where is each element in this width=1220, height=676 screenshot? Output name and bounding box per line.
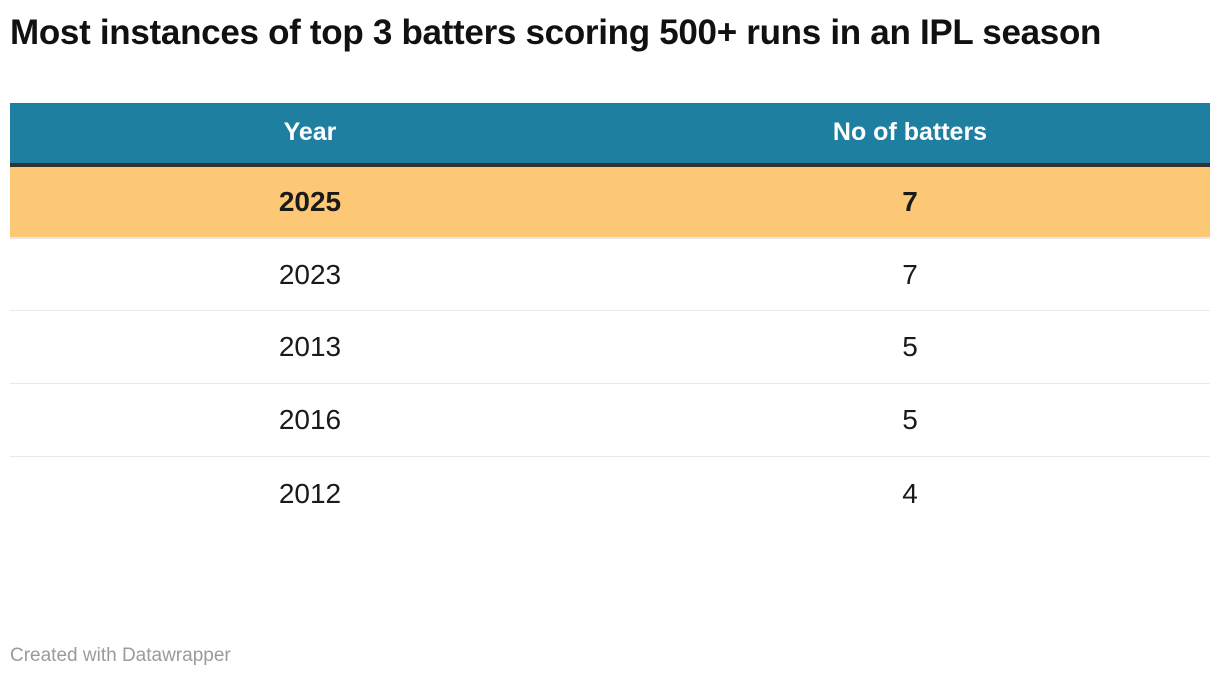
year-cell: 2013 xyxy=(278,331,342,363)
batters-cell: 7 xyxy=(902,185,918,217)
year-cell: 2012 xyxy=(278,477,342,509)
year-cell: 2016 xyxy=(278,404,342,436)
year-cell: 2023 xyxy=(278,258,342,290)
table-row: 2025 7 xyxy=(10,164,1210,238)
chart-title: Most instances of top 3 batters scoring … xyxy=(10,13,1102,52)
column-header-batters: No of batters xyxy=(610,102,1210,167)
table-row: 2016 5 xyxy=(10,383,1210,457)
datawrapper-table-page: Most instances of top 3 batters scoring … xyxy=(0,10,1220,666)
batters-cell: 5 xyxy=(902,404,918,436)
credit-line: Created with Datawrapper xyxy=(10,645,231,666)
table-row: 2023 7 xyxy=(10,237,1210,311)
year-cell: 2025 xyxy=(278,185,342,217)
table-row: 2012 4 xyxy=(10,456,1210,530)
table-head: Year No of batters xyxy=(10,102,1210,167)
column-header-year: Year xyxy=(10,102,610,167)
batters-cell: 5 xyxy=(902,331,918,363)
batters-cell: 4 xyxy=(902,477,918,509)
table-header-row: Year No of batters xyxy=(10,102,1210,167)
table-body: 2025 7 2023 7 2013 5 2016 5 2012 4 xyxy=(10,164,1210,530)
data-table: Year No of batters 2025 7 2023 7 2013 5 2016 5 2… xyxy=(10,102,1210,530)
table-row: 2013 5 xyxy=(10,310,1210,384)
batters-cell: 7 xyxy=(902,258,918,290)
